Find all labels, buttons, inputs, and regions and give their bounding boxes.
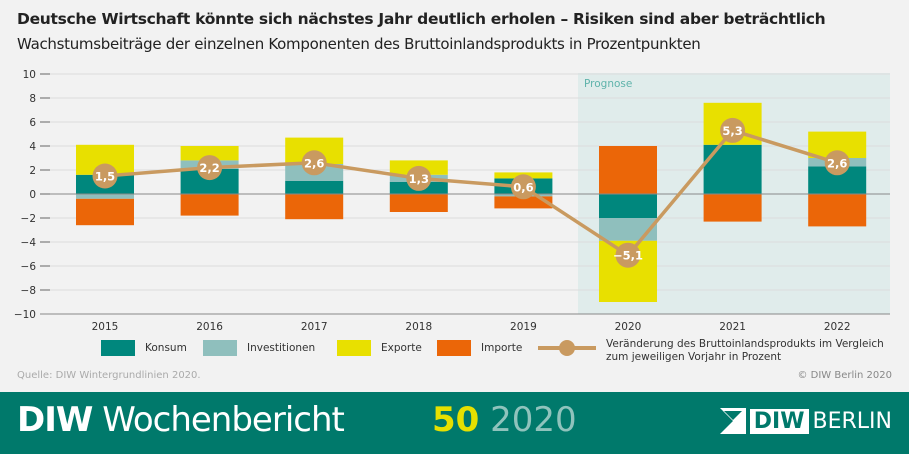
x-tick-label: 2020 [615,321,642,333]
legend-investitionen: Investitionen [203,340,315,356]
bar-importe-2016 [180,194,239,216]
legend-importe: Importe [437,340,522,356]
bar-importe-2020 [599,146,657,194]
issue: 50 [432,400,480,440]
diw-logo: DIW BERLIN [719,408,892,434]
legend-swatch [437,340,471,356]
y-tick-label: 2 [29,165,36,177]
publication-name: DIW Wochenbericht [17,400,345,440]
bar-konsum-2020 [599,194,657,218]
legend-label: zum jeweiligen Vorjahr in Prozent [606,351,782,363]
issue-number: 50 2020 [432,400,577,440]
x-tick-label: 2021 [719,321,746,333]
legend-exporte: Exporte [337,340,422,356]
chart: Prognose 10 8 6 4 2 0 −2 −4 −6 −8 −10 2015 2016 2017 20… [14,69,890,333]
legend-swatch [101,340,135,356]
brand-bold: DIW [17,400,93,440]
logo-city: BERLIN [812,408,892,434]
legend-label: Konsum [145,342,187,354]
bar-importe-2017 [285,194,344,220]
gdp-data-label: 2,2 [199,161,219,175]
logo-text: DIW [749,408,809,434]
legend-label: Investitionen [247,342,316,354]
gdp-data-label: −5,1 [613,249,643,263]
y-tick-label: −2 [21,213,36,225]
bar-exporte-2016 [180,146,239,161]
x-tick-label: 2016 [196,321,223,333]
gdp-point [824,150,850,176]
legend-label: Veränderung des Bruttoinlandsprodukts im… [606,338,884,350]
x-tick-label: 2018 [405,321,432,333]
bar-investitionen-2020 [599,218,657,241]
gdp-point [406,165,432,191]
x-tick-label: 2017 [301,321,328,333]
gdp-point [301,150,327,176]
gdp-data-label: 1,3 [409,172,429,186]
footer-band: DIW Wochenbericht 50 2020 DIW BERLIN [0,392,909,454]
legend-gdp-line: Veränderung des Bruttoinlandsprodukts im… [538,338,884,364]
bar-konsum-2017 [285,180,344,194]
legend-swatch [337,340,371,356]
legend-label: Importe [481,342,523,354]
bar-investitionen-2015 [76,194,134,199]
gdp-data-label: 1,5 [95,170,115,184]
y-tick-label: −8 [21,285,36,297]
source-note: Quelle: DIW Wintergrundlinien 2020. [17,370,201,381]
gdp-point [720,117,746,143]
copyright: © DIW Berlin 2020 [797,370,892,381]
bar-importe-2019 [494,196,553,209]
chart-title: Deutsche Wirtschaft könnte sich nächstes… [17,10,826,28]
legend: Konsum Investitionen Exporte Importe Ver… [0,338,909,370]
y-tick-label: 8 [29,93,36,105]
y-tick-label: 4 [29,141,36,153]
x-tick-label: 2022 [824,321,851,333]
bar-importe-2015 [76,198,134,226]
diw-logo-icon [719,408,746,434]
gdp-point [197,155,223,181]
gdp-data-label: 5,3 [722,124,742,138]
y-tick-label: 0 [29,189,36,201]
gdp-line [104,128,838,258]
brand-rest: Wochenbericht [102,400,345,440]
legend-label: Exporte [381,342,422,354]
gdp-data-label: 2,6 [304,156,324,170]
y-tick-label: 10 [23,69,36,81]
y-tick-label: 6 [29,117,36,129]
legend-konsum: Konsum [101,340,187,356]
y-tick-label: −4 [21,237,37,249]
gdp-data-label: 0,6 [513,180,533,194]
x-tick-label: 2015 [92,321,119,333]
legend-swatch [203,340,237,356]
gdp-point [92,163,118,189]
gdp-point [510,174,536,200]
bar-importe-2022 [808,194,867,227]
chart-subtitle: Wachstumsbeiträge der einzelnen Komponen… [17,35,701,53]
gdp-data-label: 2,6 [827,156,847,170]
gdp-point [615,242,641,268]
y-tick-label: −6 [21,261,37,273]
bar-importe-2018 [389,194,448,212]
issue-year: 2020 [490,400,577,440]
legend-line-marker-icon [538,340,596,356]
forecast-label: Prognose [584,78,632,90]
bar-importe-2021 [703,194,762,222]
y-tick-label: −10 [14,309,36,321]
x-tick-label: 2019 [510,321,537,333]
